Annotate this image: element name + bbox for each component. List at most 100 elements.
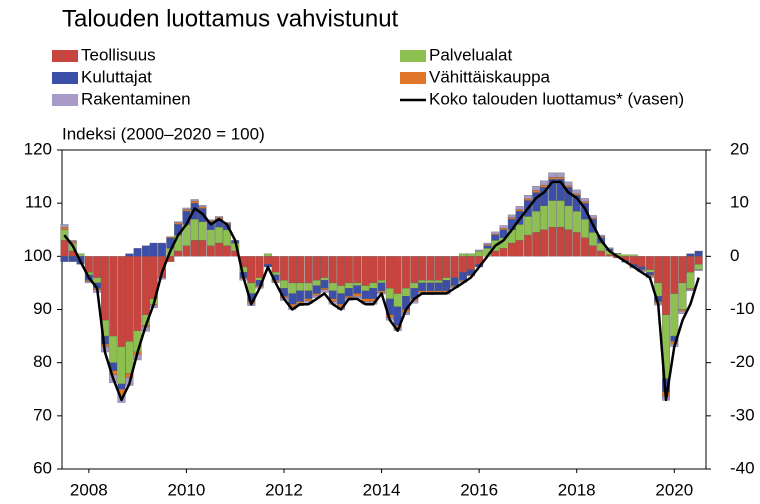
bar-segment (523, 234, 532, 257)
bar-segment (271, 256, 280, 273)
bar-segment (190, 218, 199, 241)
bar-segment (222, 245, 231, 257)
bar-segment (190, 240, 199, 257)
bar-segment (117, 256, 126, 347)
bar-segment (645, 256, 654, 270)
bar-segment (581, 198, 589, 202)
legend-label: Palvelualat (429, 45, 512, 64)
bar-segment (328, 256, 337, 284)
y2-tick-label: -40 (730, 458, 755, 477)
bar-segment (344, 256, 353, 284)
bar-segment (125, 253, 134, 257)
x-tick-label: 2018 (558, 480, 596, 499)
bar-segment (499, 228, 508, 230)
y2-tick-label: 0 (730, 246, 739, 265)
bar-segment (304, 290, 313, 300)
bar-segment (344, 288, 353, 297)
legend-label: Teollisuus (81, 45, 156, 64)
legend-swatch (400, 50, 426, 62)
bar-segment (645, 269, 654, 273)
bar-segment (263, 253, 272, 257)
y2-tick-label: -10 (730, 299, 755, 318)
bar-segment (434, 256, 443, 281)
bar-segment (320, 280, 329, 289)
bar-segment (434, 290, 443, 293)
bar-segment (523, 216, 532, 236)
bar-segment (401, 256, 410, 289)
bar-segment (296, 282, 305, 292)
bar-segment (556, 172, 565, 178)
bar-segment (515, 209, 524, 212)
bar-segment (605, 247, 614, 250)
bar-segment (60, 224, 69, 228)
bar-segment (344, 296, 353, 298)
y2-tick-label: 20 (730, 139, 749, 158)
bar-segment (532, 210, 541, 233)
bar-segment (540, 205, 548, 230)
bar-segment (466, 253, 475, 257)
bar-segment (507, 217, 516, 220)
bar-segment (475, 249, 484, 252)
bar-segment (296, 256, 305, 284)
bar-segment (442, 280, 451, 292)
bar-segment (483, 242, 492, 245)
bar-segment (337, 293, 346, 305)
bar-segment (434, 280, 443, 284)
bar-segment (515, 224, 524, 241)
bar-segment (548, 226, 557, 257)
bar-segment (288, 256, 297, 284)
bar-segment (320, 256, 329, 278)
bar-segment (426, 290, 435, 293)
bar-segment (377, 280, 386, 284)
bar-segment (182, 245, 191, 257)
bar-segment (499, 248, 508, 257)
bar-segment (466, 256, 475, 270)
legend-swatch (52, 94, 78, 106)
bar-segment (141, 256, 150, 315)
bar-segment (515, 240, 524, 257)
bar-segment (312, 256, 321, 281)
bar-segment (198, 240, 207, 257)
bar-segment (491, 233, 500, 236)
bar-segment (401, 288, 410, 297)
x-tick-label: 2014 (363, 480, 401, 499)
bar-segment (377, 290, 386, 293)
bar-segment (450, 277, 459, 286)
y-tick-label: 60 (33, 458, 52, 477)
bar-segment (418, 290, 427, 293)
x-tick-label: 2012 (265, 480, 303, 499)
bar-segment (581, 201, 589, 204)
bar-segment (377, 282, 386, 292)
bar-segment (491, 231, 500, 235)
bar-segment (556, 200, 565, 228)
bar-segment (686, 289, 695, 292)
legend-label: Koko talouden luottamus* (vasen) (429, 89, 684, 108)
bar-segment (686, 288, 695, 290)
bar-segment (174, 250, 183, 257)
bar-segment (426, 282, 435, 292)
bar-segment (572, 210, 581, 233)
bar-segment (369, 288, 378, 300)
bar-segment (60, 226, 69, 230)
bar-segment (515, 206, 524, 210)
bar-segment (93, 256, 102, 278)
legend-swatch (52, 50, 78, 62)
bar-segment (385, 256, 394, 289)
bar-segment (68, 256, 77, 262)
bar-segment (442, 256, 451, 278)
bar-segment (694, 264, 703, 270)
bar-segment (475, 250, 484, 257)
bar-segment (491, 250, 500, 257)
bar-segment (629, 256, 638, 265)
bar-segment (393, 256, 402, 294)
y2-tick-label: -30 (730, 405, 755, 424)
bar-segment (588, 232, 597, 246)
line-series (63, 180, 700, 402)
y-tick-label: 80 (33, 352, 52, 371)
bar-segment (564, 229, 573, 257)
legend-label: Rakentaminen (81, 89, 191, 108)
bar-segment (532, 232, 541, 257)
bar-segment (654, 256, 663, 284)
bar-segment (328, 290, 337, 300)
